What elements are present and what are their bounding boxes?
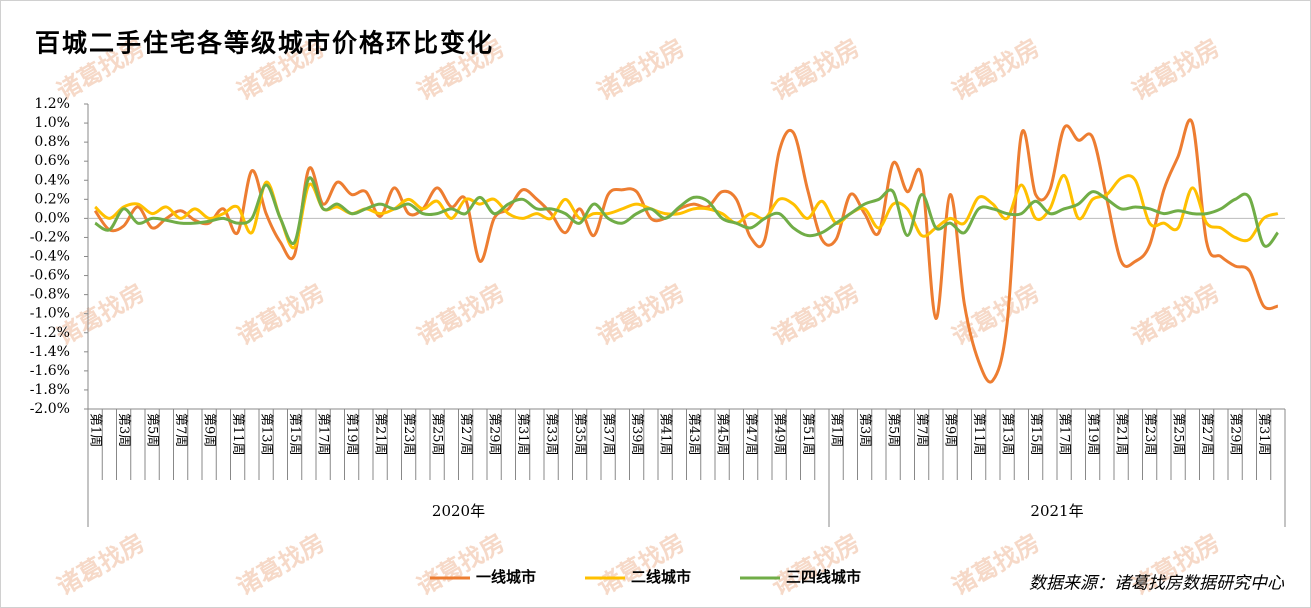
x-tick-label: 第25周 xyxy=(1171,413,1186,456)
y-tick-label: -1.8% xyxy=(30,382,70,398)
y-tick-label: -1.0% xyxy=(30,306,70,322)
y-tick-label: 0.6% xyxy=(34,153,70,169)
y-tick-label: 1.0% xyxy=(34,115,70,131)
x-tick-label: 第47周 xyxy=(743,413,758,456)
x-tick-label: 第31周 xyxy=(515,413,530,456)
watermark: 诸葛找房 xyxy=(1127,278,1225,351)
y-tick-label: 0.0% xyxy=(34,210,70,226)
watermark: 诸葛找房 xyxy=(947,33,1045,106)
y-tick-label: -2.0% xyxy=(30,401,70,417)
x-tick-label: 第49周 xyxy=(772,413,787,456)
group-label: 2021年 xyxy=(1030,502,1083,520)
watermark: 诸葛找房 xyxy=(767,528,865,601)
x-tick-label: 第19周 xyxy=(1085,413,1100,456)
y-tick-label: -0.8% xyxy=(30,287,70,303)
x-tick-label: 第29周 xyxy=(487,413,502,456)
watermark: 诸葛找房 xyxy=(232,528,330,601)
watermark: 诸葛找房 xyxy=(592,33,690,106)
watermark: 诸葛找房 xyxy=(412,528,510,601)
watermark: 诸葛找房 xyxy=(767,33,865,106)
legend-label: 二线城市 xyxy=(631,568,691,586)
x-tick-label: 第31周 xyxy=(1256,413,1271,456)
x-tick-label: 第5周 xyxy=(145,413,160,447)
x-tick-label: 第23周 xyxy=(1142,413,1157,456)
x-tick-label: 第1周 xyxy=(88,413,103,447)
watermark: 诸葛找房 xyxy=(52,528,150,601)
x-tick-label: 第13周 xyxy=(1000,413,1015,456)
x-tick-label: 第27周 xyxy=(458,413,473,456)
x-tick-label: 第43周 xyxy=(686,413,701,456)
x-tick-label: 第19周 xyxy=(344,413,359,456)
chart-title: 百城二手住宅各等级城市价格环比变化 xyxy=(35,29,494,58)
x-tick-label: 第27周 xyxy=(1199,413,1214,456)
watermark: 诸葛找房 xyxy=(232,278,330,351)
legend-label: 一线城市 xyxy=(476,568,536,586)
y-tick-label: -0.6% xyxy=(30,268,70,284)
x-tick-label: 第37周 xyxy=(601,413,616,456)
x-tick-label: 第33周 xyxy=(544,413,559,456)
y-tick-label: 0.2% xyxy=(34,191,70,207)
x-tick-label: 第9周 xyxy=(202,413,217,447)
y-tick-label: -0.2% xyxy=(30,229,70,245)
watermark: 诸葛找房 xyxy=(767,278,865,351)
x-tick-label: 第17周 xyxy=(316,413,331,456)
x-tick-label: 第7周 xyxy=(914,413,929,447)
x-tick-label: 第3周 xyxy=(116,413,131,447)
group-label: 2020年 xyxy=(432,502,485,520)
x-tick-label: 第21周 xyxy=(1114,413,1129,456)
x-tick-label: 第39周 xyxy=(629,413,644,456)
x-tick-label: 第21周 xyxy=(373,413,388,456)
x-tick-label: 第25周 xyxy=(430,413,445,456)
series-line xyxy=(93,118,1279,384)
y-tick-label: -1.2% xyxy=(30,325,70,341)
source-note: 数据来源：诸葛找房数据研究中心 xyxy=(1029,574,1285,594)
watermark: 诸葛找房 xyxy=(412,278,510,351)
legend-label: 三四线城市 xyxy=(786,568,861,586)
x-tick-label: 第15周 xyxy=(287,413,302,456)
watermark: 诸葛找房 xyxy=(1127,33,1225,106)
x-tick-label: 第5周 xyxy=(886,413,901,447)
y-tick-label: -0.4% xyxy=(30,249,70,265)
x-tick-label: 第13周 xyxy=(259,413,274,456)
x-tick-label: 第9周 xyxy=(943,413,958,447)
x-tick-label: 第35周 xyxy=(572,413,587,456)
series-line xyxy=(94,176,1280,248)
x-tick-label: 第17周 xyxy=(1057,413,1072,456)
x-tick-label: 第29周 xyxy=(1228,413,1243,456)
x-tick-label: 第15周 xyxy=(1028,413,1043,456)
x-tick-label: 第11周 xyxy=(230,413,245,456)
x-tick-label: 第3周 xyxy=(857,413,872,447)
y-tick-label: 0.8% xyxy=(34,134,70,150)
x-tick-label: 第7周 xyxy=(173,413,188,447)
x-tick-label: 第45周 xyxy=(715,413,730,456)
watermark: 诸葛找房 xyxy=(592,278,690,351)
x-tick-label: 第41周 xyxy=(658,413,673,456)
x-tick-label: 第11周 xyxy=(971,413,986,456)
x-tick-label: 第51周 xyxy=(800,413,815,456)
y-tick-label: 0.4% xyxy=(34,172,70,188)
x-tick-label: 第1周 xyxy=(829,413,844,447)
y-tick-label: 1.2% xyxy=(34,96,70,112)
y-tick-label: -1.4% xyxy=(30,344,70,360)
series-line xyxy=(94,173,1279,250)
y-tick-label: -1.6% xyxy=(30,363,70,379)
watermark: 诸葛找房 xyxy=(592,528,690,601)
x-tick-label: 第23周 xyxy=(401,413,416,456)
